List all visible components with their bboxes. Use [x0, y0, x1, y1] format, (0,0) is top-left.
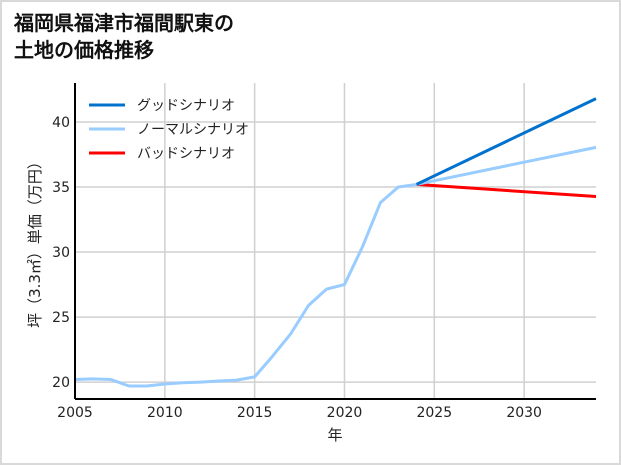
- series-line-グッドシナリオ: [415, 97, 597, 186]
- series-line-ノーマルシナリオ: [416, 145, 597, 186]
- series-line-バッドシナリオ: [416, 182, 597, 199]
- legend-label: ノーマルシナリオ: [137, 122, 249, 138]
- x-tick-label: 2025: [416, 405, 452, 421]
- chart-title-line1: 福岡県福津市福間駅東の: [14, 11, 234, 35]
- x-tick-label: 2030: [506, 405, 542, 421]
- y-tick-label: 20: [52, 375, 70, 391]
- chart-title-line2: 土地の価格推移: [14, 38, 154, 62]
- x-tick-label: 2005: [57, 405, 93, 421]
- legend-label: バッドシナリオ: [137, 146, 235, 162]
- y-axis-label: 坪（3.3㎡）単価（万円）: [26, 154, 44, 328]
- x-tick-label: 2010: [147, 405, 183, 421]
- x-tick-label: 2015: [237, 405, 273, 421]
- y-tick-label: 35: [52, 180, 70, 196]
- legend-label: グッドシナリオ: [137, 98, 235, 114]
- y-tick-label: 25: [52, 310, 70, 326]
- y-tick-label: 30: [52, 245, 70, 261]
- y-tick-label: 40: [52, 115, 70, 131]
- x-axis-label: 年: [327, 426, 342, 444]
- x-tick-label: 2020: [327, 405, 363, 421]
- historical-price-line: [74, 182, 417, 388]
